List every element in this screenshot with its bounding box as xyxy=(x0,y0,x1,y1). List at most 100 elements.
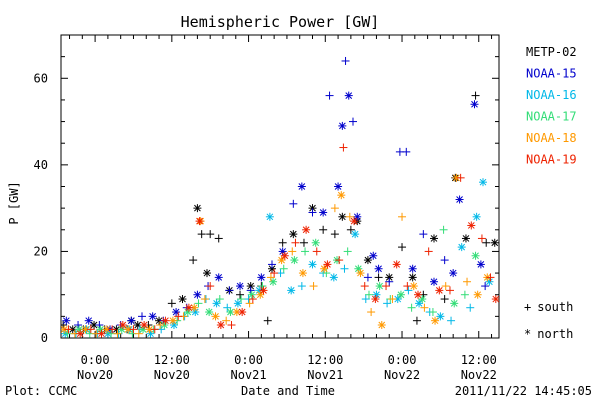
south-point xyxy=(460,290,469,299)
south-point xyxy=(345,212,354,221)
north-point xyxy=(257,273,266,282)
north-point xyxy=(256,290,265,299)
north-point xyxy=(319,208,328,217)
north-point xyxy=(298,269,307,278)
south-point xyxy=(407,303,416,312)
south-point xyxy=(364,290,373,299)
north-point xyxy=(491,295,499,304)
legend-entry: NOAA-16 xyxy=(526,88,577,102)
north-point xyxy=(350,217,359,226)
north-point xyxy=(323,260,332,269)
north-point xyxy=(385,273,394,282)
south-point xyxy=(236,290,245,299)
south-point xyxy=(137,312,146,321)
y-tick-label: 20 xyxy=(34,244,48,258)
south-point xyxy=(291,238,300,247)
north-point xyxy=(308,260,317,269)
south-point xyxy=(330,204,339,213)
x-tick-label-date: Nov21 xyxy=(307,368,343,382)
south-point xyxy=(237,295,246,304)
north-point xyxy=(195,217,204,226)
north-point xyxy=(168,316,177,325)
north-point xyxy=(429,234,438,243)
north-point xyxy=(476,260,485,269)
north-point xyxy=(471,251,480,260)
north-point xyxy=(84,316,93,325)
north-point xyxy=(287,286,296,295)
marker-symbol: * xyxy=(524,327,531,341)
north-point xyxy=(338,121,347,130)
marker-symbol: + xyxy=(524,300,531,314)
south-point xyxy=(341,56,350,65)
north-point xyxy=(277,256,286,265)
plot-frame xyxy=(60,34,500,339)
north-point xyxy=(297,182,306,191)
north-point xyxy=(429,277,438,286)
north-point xyxy=(435,286,444,295)
south-point xyxy=(382,282,391,291)
south-point xyxy=(440,295,449,304)
north-point xyxy=(449,269,458,278)
south-point xyxy=(440,256,449,265)
south-point xyxy=(343,247,352,256)
x-tick-label-time: 0:00 xyxy=(388,353,417,367)
north-point xyxy=(265,212,274,221)
south-point xyxy=(383,299,392,308)
north-point xyxy=(183,308,192,317)
x-tick-label-time: 12:00 xyxy=(307,353,343,367)
x-tick-label-date: Nov20 xyxy=(154,368,190,382)
south-point xyxy=(278,238,287,247)
marker-label: south xyxy=(537,300,573,314)
north-point xyxy=(479,178,488,187)
north-point xyxy=(415,299,424,308)
south-point xyxy=(367,308,376,317)
x-tick-label-time: 12:00 xyxy=(154,353,190,367)
south-point xyxy=(270,269,279,278)
north-point xyxy=(172,308,181,317)
north-point xyxy=(490,238,499,247)
north-point xyxy=(473,290,482,299)
south-point xyxy=(441,282,450,291)
north-point xyxy=(377,321,386,330)
north-point xyxy=(414,290,423,299)
south-point xyxy=(156,321,165,330)
north-point xyxy=(436,312,445,321)
south-point xyxy=(363,273,372,282)
south-point xyxy=(361,295,370,304)
north-point xyxy=(289,230,298,239)
y-axis-label: P [GW] xyxy=(7,181,21,224)
marker-label: north xyxy=(537,327,573,341)
legend-entry: METP-02 xyxy=(526,45,577,59)
south-point xyxy=(299,238,308,247)
north-point xyxy=(259,286,268,295)
south-point xyxy=(466,303,475,312)
south-point xyxy=(482,238,491,247)
south-point xyxy=(424,247,433,256)
south-point xyxy=(463,277,472,286)
south-point xyxy=(214,234,223,243)
north-point xyxy=(191,308,200,317)
north-point xyxy=(457,243,466,252)
south-point xyxy=(420,303,429,312)
south-point xyxy=(419,230,428,239)
plot-timestamp: 2011/11/22 14:45:05 xyxy=(455,384,592,398)
north-point xyxy=(205,308,214,317)
data-points xyxy=(61,56,499,338)
north-point xyxy=(344,91,353,100)
south-point xyxy=(325,91,334,100)
south-point xyxy=(215,295,224,304)
north-point xyxy=(431,316,440,325)
north-point xyxy=(353,212,362,221)
north-point xyxy=(392,260,401,269)
south-point xyxy=(86,325,95,334)
north-point xyxy=(418,295,427,304)
south-point xyxy=(308,208,317,217)
south-point xyxy=(227,321,236,330)
y-axis-ticks: 0 20 40 60 xyxy=(34,34,499,345)
marker-legend-entry: + south xyxy=(524,300,573,314)
north-point xyxy=(76,329,85,338)
south-point xyxy=(197,230,206,239)
south-point xyxy=(335,256,344,265)
north-point xyxy=(356,269,365,278)
